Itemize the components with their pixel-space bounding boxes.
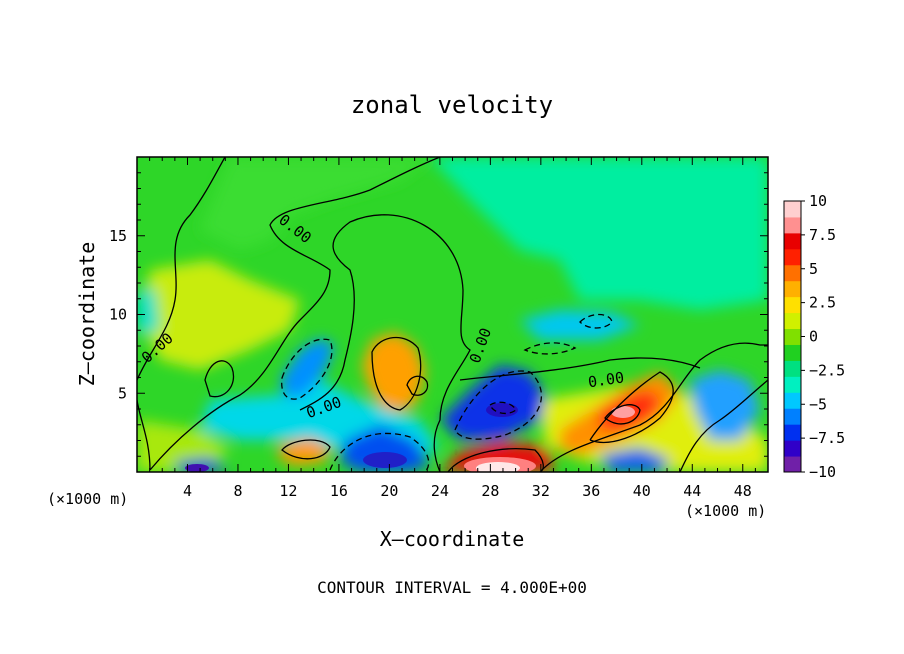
white-peak-bottom bbox=[476, 462, 520, 472]
zero-contour-arch bbox=[149, 157, 441, 471]
dashed-contour-3 bbox=[329, 432, 430, 472]
colorbar-tick-label: 2.5 bbox=[809, 294, 836, 312]
x-tick-label: 36 bbox=[582, 482, 600, 500]
contour-label: 0.00 bbox=[587, 368, 625, 391]
y-tick-label: 15 bbox=[109, 227, 127, 245]
zero-contour-mid bbox=[459, 357, 701, 381]
x-tick-label: 48 bbox=[734, 482, 752, 500]
x-axis-label: X–coordinate bbox=[380, 527, 525, 551]
y-axis-label: Z–coordinate bbox=[75, 242, 99, 387]
x-tick-label: 40 bbox=[633, 482, 651, 500]
colorbar-segment bbox=[784, 201, 801, 218]
colorbar-segment bbox=[784, 392, 801, 409]
blue-blob-right bbox=[690, 370, 760, 440]
y-tick-label: 5 bbox=[118, 384, 127, 402]
zero-contour-dome bbox=[299, 214, 471, 472]
contour-interval-note: CONTOUR INTERVAL = 4.000E+00 bbox=[317, 578, 587, 597]
contour-lines bbox=[137, 157, 768, 472]
x-tick-label: 4 bbox=[183, 482, 192, 500]
colorbar-segment bbox=[784, 248, 801, 266]
colorbar-tick-label: 7.5 bbox=[809, 226, 836, 244]
colorbar-segment bbox=[784, 408, 801, 425]
colorbar: 10 7.5 5 2.5 0 −2.5 −5 −7.5 −10 bbox=[783, 192, 845, 481]
colorbar-segment bbox=[784, 216, 801, 234]
colorbar-segments bbox=[784, 201, 801, 473]
x-tick-label: 32 bbox=[532, 482, 550, 500]
blue-blob-center-lower bbox=[340, 425, 430, 472]
green-band-top bbox=[200, 157, 430, 250]
chart-title: zonal velocity bbox=[351, 91, 553, 119]
blue-streak-left bbox=[280, 338, 335, 398]
colorbar-tick-label: −2.5 bbox=[809, 361, 845, 379]
x-tick-label: 8 bbox=[233, 482, 242, 500]
colorbar-segment bbox=[784, 312, 801, 330]
x-tick-label: 20 bbox=[380, 482, 398, 500]
zero-contour-loop-center bbox=[406, 375, 429, 396]
contour-orange-left bbox=[281, 439, 331, 460]
cyan-region-left bbox=[137, 290, 160, 335]
x-tick-label: 16 bbox=[330, 482, 348, 500]
zero-contour-small-loop bbox=[204, 360, 235, 398]
colorbar-segment bbox=[784, 456, 801, 473]
colorbar-tick-label: 0 bbox=[809, 328, 818, 346]
colorbar-segment bbox=[784, 232, 801, 250]
blue-blob-center bbox=[440, 365, 545, 440]
dashed-contour-6 bbox=[489, 401, 517, 415]
purple-core-left bbox=[185, 464, 209, 472]
colorbar-tick-label: −5 bbox=[809, 395, 827, 413]
colorbar-segment bbox=[784, 424, 801, 441]
yellow-region-right bbox=[540, 380, 768, 472]
x-axis-unit-left: (×1000 m) bbox=[47, 490, 128, 508]
zero-contour-right-lower bbox=[539, 342, 768, 472]
colorbar-segment bbox=[784, 360, 801, 377]
colorbar-segment bbox=[784, 280, 801, 298]
x-axis-ticks: 4 8 12 16 20 24 28 32 36 40 44 48 bbox=[136, 157, 769, 500]
y-axis-ticks: 5 10 15 bbox=[109, 156, 768, 473]
x-tick-label: 28 bbox=[481, 482, 499, 500]
colorbar-segment bbox=[784, 440, 801, 457]
dashed-contour-1 bbox=[281, 338, 333, 400]
contour-peak-bottom bbox=[447, 448, 544, 472]
colorbar-tick-label: −7.5 bbox=[809, 429, 845, 447]
colorbar-tick-label: 10 bbox=[809, 192, 827, 210]
colorbar-segment bbox=[784, 376, 801, 393]
colorbar-ticks: 10 7.5 5 2.5 0 −2.5 −5 −7.5 −10 bbox=[801, 192, 845, 481]
plot-area bbox=[137, 157, 768, 472]
deep-blue-core-bottom bbox=[363, 452, 407, 468]
dashed-contour-5 bbox=[523, 342, 577, 355]
colorbar-tick-label: −10 bbox=[809, 463, 836, 481]
colorbar-tick-label: 5 bbox=[809, 260, 818, 278]
dashed-contour-2 bbox=[454, 370, 543, 440]
deep-blue-core bbox=[486, 403, 518, 417]
contour-orange-center bbox=[371, 336, 422, 411]
y-tick-label: 10 bbox=[109, 306, 127, 324]
x-tick-label: 12 bbox=[279, 482, 297, 500]
yellow-region-left bbox=[140, 260, 300, 370]
x-tick-label: 24 bbox=[431, 482, 449, 500]
orange-blob-lower-left bbox=[278, 438, 330, 466]
colorbar-segment bbox=[784, 296, 801, 314]
blue-blob-lower-right bbox=[600, 448, 670, 472]
dashed-contour-4 bbox=[579, 313, 613, 329]
colorbar-segment bbox=[784, 344, 801, 361]
colorbar-segment bbox=[784, 264, 801, 282]
velocity-peaks bbox=[185, 403, 635, 472]
contour-orange-right bbox=[589, 371, 674, 444]
zero-contour-main bbox=[137, 157, 226, 471]
x-axis-unit-right: (×1000 m) bbox=[685, 502, 766, 520]
pink-peak-right bbox=[611, 406, 635, 418]
cyan-region-upper-right bbox=[430, 157, 768, 310]
x-tick-label: 44 bbox=[683, 482, 701, 500]
colorbar-segment bbox=[784, 328, 801, 345]
